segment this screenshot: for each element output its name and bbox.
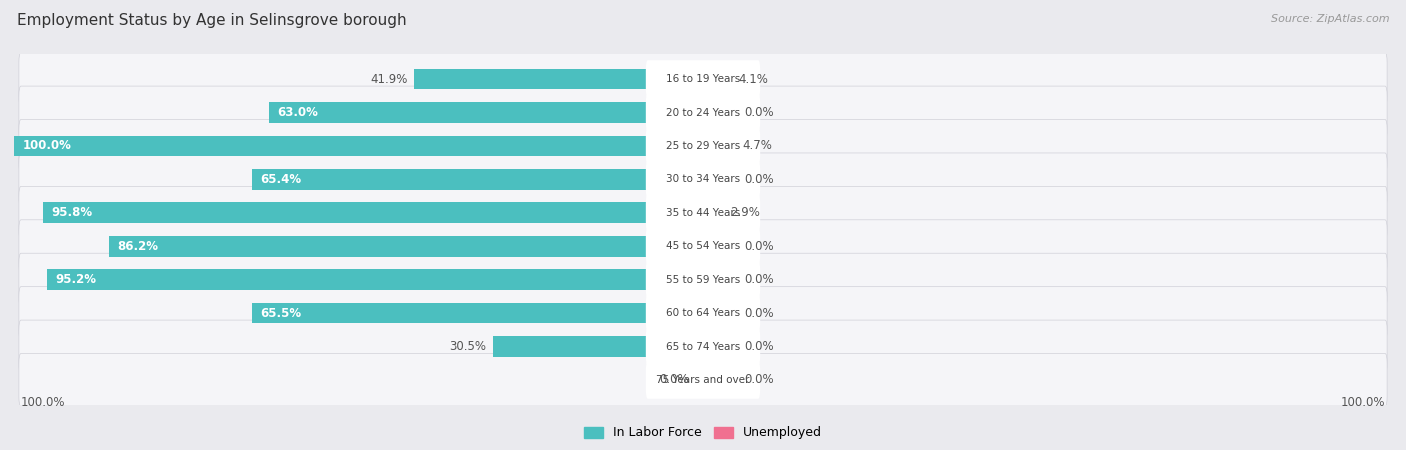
FancyBboxPatch shape [645,261,761,298]
Text: 2.9%: 2.9% [730,206,759,219]
FancyBboxPatch shape [18,287,1388,339]
Bar [703,102,738,123]
Text: 0.0%: 0.0% [744,240,773,253]
Text: 16 to 19 Years: 16 to 19 Years [666,74,740,84]
Text: 30 to 34 Years: 30 to 34 Years [666,174,740,184]
Text: 25 to 29 Years: 25 to 29 Years [666,141,740,151]
Bar [44,202,703,223]
Bar [703,135,735,156]
FancyBboxPatch shape [645,161,761,198]
Bar [494,336,703,357]
Text: 60 to 64 Years: 60 to 64 Years [666,308,740,318]
Text: Employment Status by Age in Selinsgrove borough: Employment Status by Age in Selinsgrove … [17,14,406,28]
FancyBboxPatch shape [18,120,1388,172]
Text: 0.0%: 0.0% [744,173,773,186]
Text: 65.4%: 65.4% [260,173,302,186]
Text: 30.5%: 30.5% [449,340,486,353]
Text: 4.7%: 4.7% [742,140,772,153]
FancyBboxPatch shape [645,361,761,399]
FancyBboxPatch shape [18,186,1388,239]
Text: 55 to 59 Years: 55 to 59 Years [666,274,740,285]
Bar [703,202,723,223]
Bar [253,169,703,190]
FancyBboxPatch shape [18,153,1388,206]
Bar [14,135,703,156]
FancyBboxPatch shape [645,194,761,232]
Text: 4.1%: 4.1% [738,72,768,86]
Text: Source: ZipAtlas.com: Source: ZipAtlas.com [1271,14,1389,23]
Text: 65.5%: 65.5% [260,306,301,320]
Bar [110,236,703,256]
Bar [48,269,703,290]
FancyBboxPatch shape [18,354,1388,406]
FancyBboxPatch shape [18,253,1388,306]
FancyBboxPatch shape [645,227,761,265]
Text: 0.0%: 0.0% [744,106,773,119]
FancyBboxPatch shape [645,94,761,131]
Text: 35 to 44 Years: 35 to 44 Years [666,208,740,218]
Text: 45 to 54 Years: 45 to 54 Years [666,241,740,251]
Text: 95.8%: 95.8% [51,206,93,219]
Text: 63.0%: 63.0% [277,106,318,119]
Bar [703,169,738,190]
Bar [269,102,703,123]
FancyBboxPatch shape [645,294,761,332]
Text: 0.0%: 0.0% [744,306,773,320]
Text: 0.0%: 0.0% [744,340,773,353]
FancyBboxPatch shape [18,86,1388,139]
Text: 100.0%: 100.0% [21,396,66,409]
FancyBboxPatch shape [18,220,1388,273]
Text: 20 to 24 Years: 20 to 24 Years [666,108,740,117]
Bar [703,336,738,357]
Text: 100.0%: 100.0% [22,140,72,153]
FancyBboxPatch shape [18,320,1388,373]
Legend: In Labor Force, Unemployed: In Labor Force, Unemployed [579,421,827,445]
Text: 0.0%: 0.0% [744,374,773,387]
Text: 41.9%: 41.9% [370,72,408,86]
Text: 86.2%: 86.2% [118,240,159,253]
Bar [415,69,703,90]
Text: 0.0%: 0.0% [659,374,689,387]
FancyBboxPatch shape [18,53,1388,105]
Bar [703,69,731,90]
Bar [703,369,738,390]
FancyBboxPatch shape [645,60,761,98]
FancyBboxPatch shape [645,328,761,365]
Bar [703,269,738,290]
Text: 0.0%: 0.0% [744,273,773,286]
Text: 65 to 74 Years: 65 to 74 Years [666,342,740,351]
Text: 75 Years and over: 75 Years and over [657,375,749,385]
Text: 95.2%: 95.2% [55,273,97,286]
FancyBboxPatch shape [645,127,761,165]
Text: 100.0%: 100.0% [1340,396,1385,409]
Bar [703,236,738,256]
Bar [252,303,703,324]
Bar [703,303,738,324]
